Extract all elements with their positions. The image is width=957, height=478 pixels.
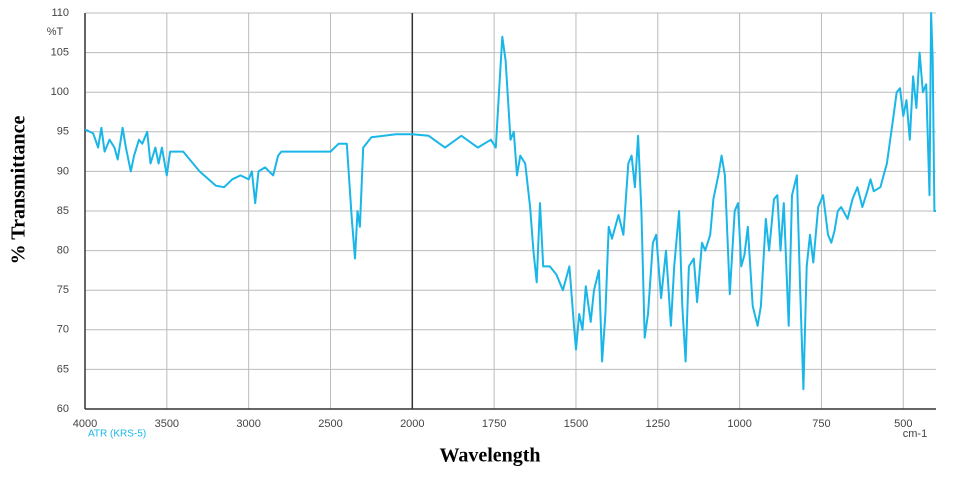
x-tick-label: 1000 bbox=[727, 418, 751, 430]
x-axis-title: Wavelength bbox=[439, 445, 540, 467]
y-tick-label: 100 bbox=[51, 86, 69, 98]
y-tick-label: 85 bbox=[57, 205, 69, 217]
annotation: ATR (KRS-5) bbox=[88, 429, 146, 440]
y-tick-label: 80 bbox=[57, 245, 69, 257]
x-tick-label: 4000 bbox=[73, 418, 97, 430]
x-tick-label: 3000 bbox=[236, 418, 260, 430]
spectrum-line bbox=[84, 12, 936, 391]
y-tick-label: 70 bbox=[57, 324, 69, 336]
y-tick-label: 75 bbox=[57, 284, 69, 296]
y-tick-label: 90 bbox=[57, 165, 69, 177]
x-tick-label: 2500 bbox=[318, 418, 342, 430]
x-unit-label: cm-1 bbox=[903, 428, 927, 440]
y-tick-label: 105 bbox=[51, 47, 69, 59]
y-tick-label: 60 bbox=[57, 403, 69, 415]
x-tick-label: 750 bbox=[812, 418, 830, 430]
y-tick-label: 65 bbox=[57, 363, 69, 375]
x-tick-label: 1500 bbox=[564, 418, 588, 430]
y-tick-label: 95 bbox=[57, 126, 69, 138]
x-tick-label: 1250 bbox=[646, 418, 670, 430]
y-axis-title: % Transmittance bbox=[8, 116, 30, 265]
x-tick-label: 1750 bbox=[482, 418, 506, 430]
x-tick-label: 2000 bbox=[400, 418, 424, 430]
y-unit-label: %T bbox=[47, 26, 64, 38]
x-tick-label: 3500 bbox=[155, 418, 179, 430]
y-tick-label: 110 bbox=[51, 7, 69, 19]
x-tick-label: 500 bbox=[894, 418, 912, 430]
